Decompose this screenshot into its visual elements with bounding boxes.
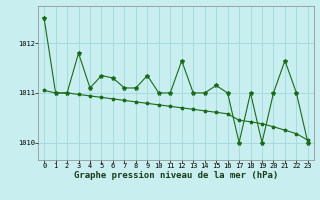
X-axis label: Graphe pression niveau de la mer (hPa): Graphe pression niveau de la mer (hPa) — [74, 171, 278, 180]
